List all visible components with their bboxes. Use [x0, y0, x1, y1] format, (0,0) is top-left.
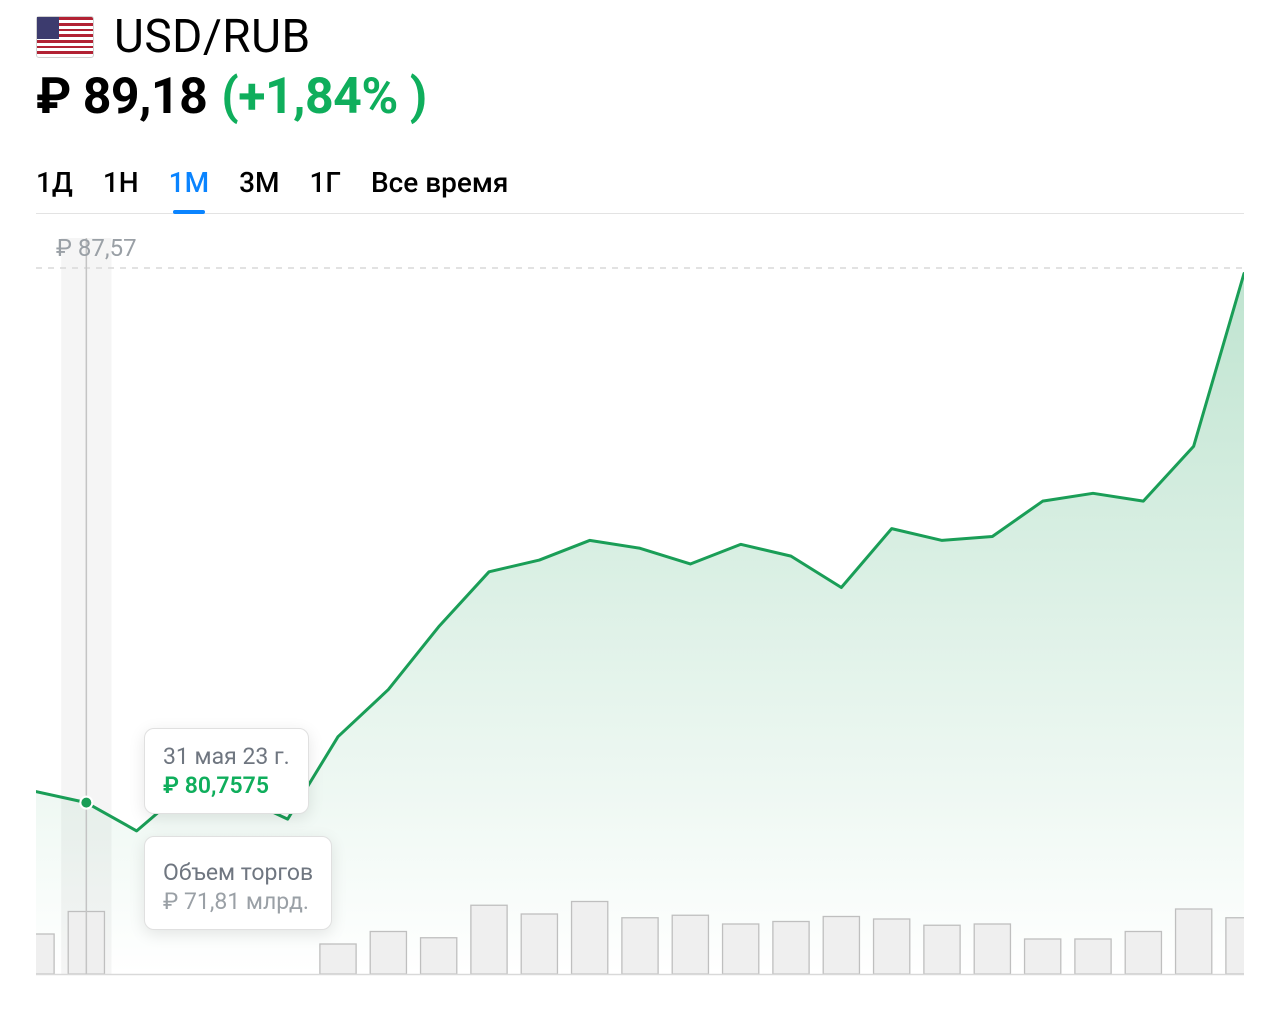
range-tabs: 1Д 1Н 1М 3М 1Г Все время	[36, 166, 1244, 214]
flag-us-icon	[36, 16, 94, 58]
current-price: ₽ 89,18	[36, 68, 207, 126]
price-header: ₽ 89,18 (+1,84% )	[36, 68, 1244, 126]
tooltip-volume-label: Объем торгов	[163, 859, 313, 886]
range-tab-Все время[interactable]: Все время	[371, 166, 508, 201]
price-change: (+1,84% )	[221, 68, 427, 126]
y-top-label: ₽ 87,57	[56, 234, 137, 262]
tooltip-price: ₽ 80,7575	[163, 772, 290, 799]
currency-pair-header: USD/RUB	[36, 10, 1244, 64]
range-tab-1Д[interactable]: 1Д	[36, 166, 73, 201]
price-chart[interactable]: ₽ 87,57 31 мая 23 г. ₽ 80,7575 Объем тор…	[36, 238, 1244, 994]
tooltip-date: 31 мая 23 г.	[163, 743, 290, 770]
volume-tooltip: Объем торгов ₽ 71,81 млрд.	[144, 836, 332, 930]
price-tooltip: 31 мая 23 г. ₽ 80,7575	[144, 728, 309, 814]
range-tab-1Г[interactable]: 1Г	[309, 166, 341, 201]
range-tab-3М[interactable]: 3М	[239, 166, 279, 201]
tooltip-volume-value: ₽ 71,81 млрд.	[163, 888, 313, 915]
range-tab-1М[interactable]: 1М	[169, 166, 209, 201]
pair-name: USD/RUB	[114, 10, 311, 64]
range-tab-1Н[interactable]: 1Н	[103, 166, 139, 201]
